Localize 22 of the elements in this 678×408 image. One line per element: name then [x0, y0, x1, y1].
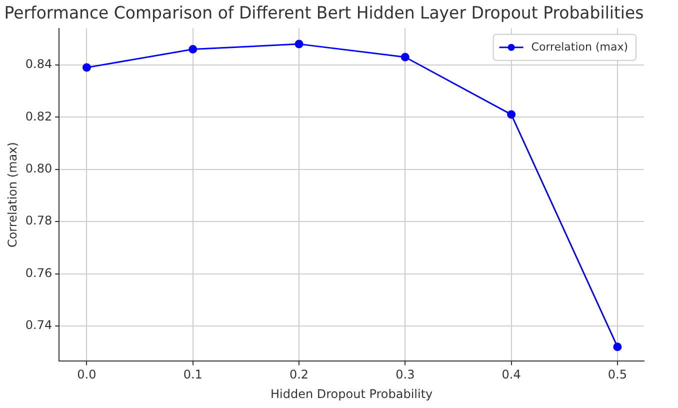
point — [188, 45, 198, 54]
x-tick-label: 0.4 — [502, 368, 521, 382]
x-axis-title: Hidden Dropout Probability — [270, 386, 433, 401]
point — [507, 110, 516, 119]
y-tick-label: 0.76 — [25, 266, 52, 280]
y-tick-label: 0.74 — [25, 318, 52, 332]
point — [294, 40, 304, 48]
x-tick-label: 0.2 — [289, 368, 309, 382]
point — [82, 63, 91, 72]
y-tick-label: 0.80 — [25, 161, 52, 176]
point — [400, 52, 410, 62]
x-tick-label: 0.3 — [396, 368, 415, 382]
x-tick-label: 0.1 — [183, 368, 202, 382]
y-tick-label: 0.82 — [25, 109, 52, 124]
y-tick-label: 0.84 — [25, 57, 52, 72]
x-tick-label: 0.0 — [77, 368, 96, 382]
chart-title: Performance Comparison of Different Bert Hidden Layer Dropout Probabilities — [4, 2, 644, 23]
x-tick-label: 0.5 — [608, 368, 628, 382]
point — [613, 342, 622, 352]
y-axis-title: Correlation (max) — [5, 142, 20, 248]
y-tick-label: 0.78 — [25, 214, 52, 228]
legend-label: Correlation (max) — [531, 40, 628, 54]
